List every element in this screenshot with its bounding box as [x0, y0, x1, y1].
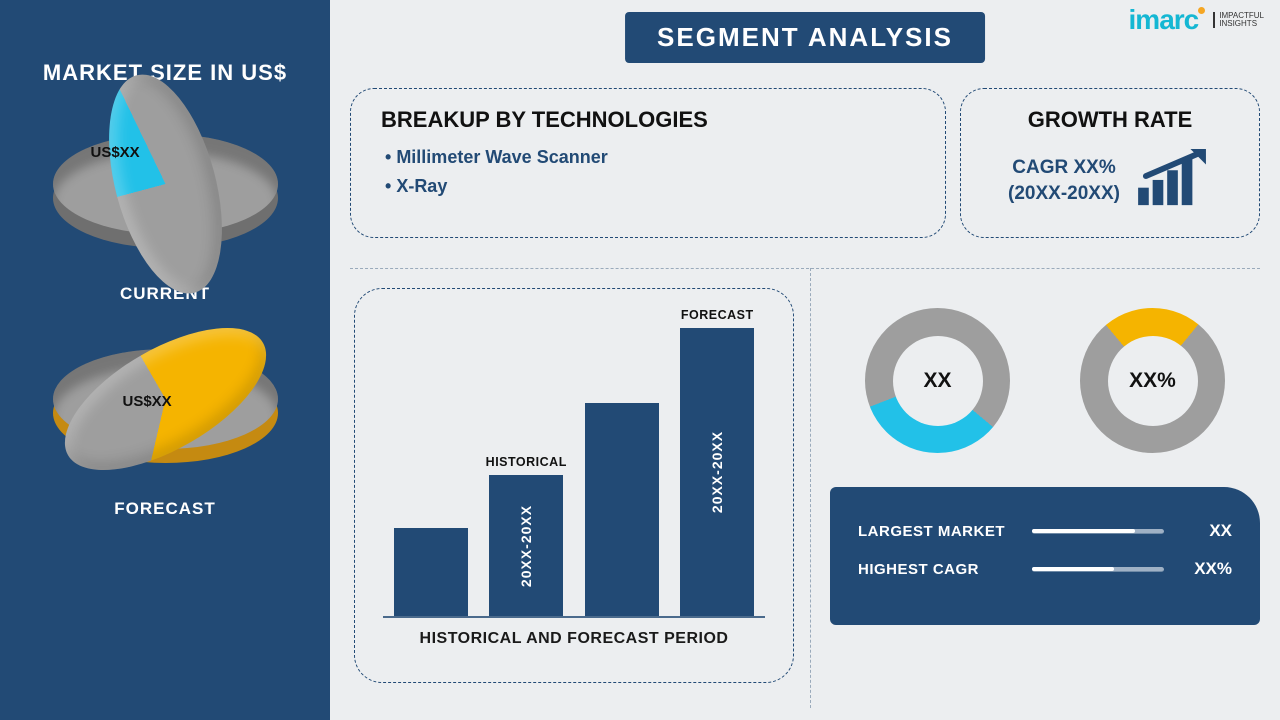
stat-bar — [1032, 567, 1164, 572]
stat-label: HIGHEST CAGR — [858, 561, 1018, 578]
growth-line1: CAGR XX% — [1012, 157, 1115, 178]
donut-xx-center: XX — [893, 336, 983, 426]
top-row: BREAKUP BY TECHNOLOGIES Millimeter Wave … — [350, 88, 1260, 238]
bar-top-label: FORECAST — [681, 308, 754, 322]
stats-box: LARGEST MARKET XX HIGHEST CAGR XX% — [830, 487, 1260, 625]
bar-period-label: 20XX-20XX — [709, 431, 725, 513]
pie-current: US$XX — [53, 114, 278, 254]
historical-bar — [394, 528, 468, 616]
stat-row: HIGHEST CAGR XX% — [858, 559, 1232, 579]
historical-caption: HISTORICAL AND FORECAST PERIOD — [373, 630, 775, 648]
stat-bar — [1032, 529, 1164, 534]
main: imarc IMPACTFUL INSIGHTS SEGMENT ANALYSI… — [330, 0, 1280, 720]
bottom-right-panel: XX XX% LARGEST MARKET XX HIGHEST CAGR XX% — [830, 288, 1260, 700]
logo-text: imarc — [1129, 4, 1199, 36]
historical-bars: HISTORICAL20XX-20XXFORECAST20XX-20XX — [383, 303, 765, 618]
sidebar: MARKET SIZE IN US$ US$XX CURRENT US$XX F… — [0, 0, 330, 720]
breakup-card: BREAKUP BY TECHNOLOGIES Millimeter Wave … — [350, 88, 946, 238]
logo-dot-icon — [1198, 7, 1205, 14]
horizontal-divider — [350, 268, 1260, 269]
vertical-divider — [810, 268, 811, 708]
growth-text: CAGR XX% (20XX-20XX) — [1008, 155, 1120, 206]
stat-value: XX — [1178, 521, 1232, 541]
bar-period-label: 20XX-20XX — [518, 504, 534, 586]
donut-xxpct-center: XX% — [1108, 336, 1198, 426]
stat-value: XX% — [1178, 559, 1232, 579]
logo-tagline: IMPACTFUL INSIGHTS — [1213, 12, 1264, 28]
pie-current-block: US$XX CURRENT — [53, 114, 278, 304]
breakup-list: Millimeter Wave ScannerX-Ray — [375, 143, 921, 201]
logo: imarc IMPACTFUL INSIGHTS — [1129, 4, 1264, 36]
donut-xxpct: XX% — [1080, 308, 1225, 453]
sidebar-heading: MARKET SIZE IN US$ — [43, 60, 287, 86]
growth-card: GROWTH RATE CAGR XX% (20XX-20XX) — [960, 88, 1260, 238]
breakup-item: Millimeter Wave Scanner — [385, 143, 921, 172]
pie-forecast: US$XX — [53, 329, 278, 469]
growth-line2: (20XX-20XX) — [1008, 183, 1120, 204]
breakup-title: BREAKUP BY TECHNOLOGIES — [381, 107, 921, 133]
bar-top-label: HISTORICAL — [486, 455, 567, 469]
stat-label: LARGEST MARKET — [858, 523, 1018, 540]
donut-xx: XX — [865, 308, 1010, 453]
page-title: SEGMENT ANALYSIS — [625, 12, 985, 63]
growth-chart-icon — [1134, 147, 1212, 214]
logo-tagline-2: INSIGHTS — [1219, 19, 1257, 28]
historical-card: HISTORICAL20XX-20XXFORECAST20XX-20XX HIS… — [354, 288, 794, 683]
growth-title: GROWTH RATE — [1028, 107, 1193, 133]
pie-current-value: US$XX — [91, 144, 140, 161]
pie-forecast-caption: FORECAST — [114, 499, 216, 519]
pie-forecast-value: US$XX — [123, 393, 172, 410]
donut-row: XX XX% — [830, 308, 1260, 453]
breakup-item: X-Ray — [385, 172, 921, 201]
historical-bar — [585, 403, 659, 616]
stat-row: LARGEST MARKET XX — [858, 521, 1232, 541]
pie-forecast-block: US$XX FORECAST — [53, 329, 278, 519]
historical-bar: HISTORICAL20XX-20XX — [489, 475, 563, 616]
historical-bar: FORECAST20XX-20XX — [680, 328, 754, 616]
